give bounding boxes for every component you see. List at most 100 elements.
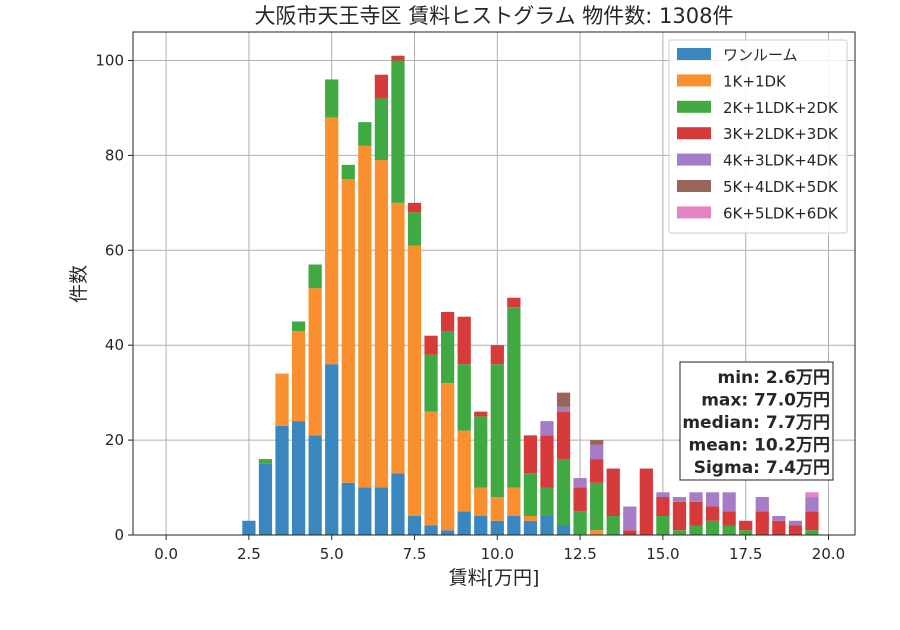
bar-segment bbox=[672, 497, 687, 502]
legend-label: 2K+1LDK+2DK bbox=[723, 99, 839, 117]
bar-segment bbox=[291, 330, 306, 422]
bar-segment bbox=[739, 520, 753, 531]
bar-segment bbox=[639, 468, 653, 535]
bar-segment bbox=[523, 520, 538, 535]
bar-segment bbox=[556, 459, 571, 526]
bar-segment bbox=[490, 520, 504, 535]
bar-segment bbox=[457, 364, 471, 431]
bar-segment bbox=[590, 530, 604, 535]
stats-line: max: 77.0万円 bbox=[701, 391, 830, 411]
x-tick-label: 20.0 bbox=[812, 545, 845, 563]
bar-segment bbox=[523, 435, 538, 474]
bar-segment bbox=[556, 411, 571, 460]
bar-segment bbox=[441, 311, 455, 331]
bar-segment bbox=[656, 497, 670, 517]
y-axis-ticks: 0 20 40 60 80 100 bbox=[95, 51, 133, 544]
x-axis-label: 賃料[万円] bbox=[449, 567, 540, 589]
bar-segment bbox=[441, 330, 455, 384]
bar-segment bbox=[788, 520, 803, 526]
bar-segment bbox=[606, 516, 620, 535]
bar-segment bbox=[358, 145, 372, 488]
x-tick-label: 15.0 bbox=[646, 545, 679, 563]
bar-segment bbox=[341, 164, 355, 180]
bar-segment bbox=[689, 492, 703, 502]
bar-segment bbox=[308, 264, 322, 289]
bar-segment bbox=[474, 516, 488, 535]
legend-swatch bbox=[677, 206, 711, 219]
bar-segment bbox=[391, 473, 405, 535]
stats-line: mean: 10.2万円 bbox=[689, 436, 830, 456]
chart-title: 大阪市天王寺区 賃料ヒストグラム 物件数: 1308件 bbox=[255, 4, 734, 28]
legend-label: 3K+2LDK+3DK bbox=[723, 125, 839, 143]
legend-label: ワンルーム bbox=[723, 46, 798, 64]
bar-segment bbox=[258, 459, 273, 464]
stats-line: median: 7.7万円 bbox=[682, 413, 830, 433]
bar-segment bbox=[523, 473, 538, 517]
bar-segment bbox=[325, 117, 339, 365]
bar-segment bbox=[291, 321, 306, 331]
bar-segment bbox=[374, 98, 389, 161]
bar-segment bbox=[490, 345, 504, 365]
x-axis-ticks: 0.0 2.5 5.0 7.5 10.0 12.5 15.0 17.5 20.0 bbox=[154, 535, 845, 563]
bar-segment bbox=[391, 60, 405, 203]
bar-segment bbox=[540, 516, 554, 535]
bar-segment bbox=[705, 506, 720, 521]
legend-label: 4K+3LDK+4DK bbox=[723, 152, 839, 170]
bar-segment bbox=[739, 530, 753, 535]
bar-segment bbox=[424, 335, 438, 355]
histogram-bars bbox=[242, 55, 819, 535]
y-tick-label: 80 bbox=[105, 146, 124, 164]
y-tick-label: 60 bbox=[105, 241, 124, 259]
bar-segment bbox=[623, 506, 637, 531]
bar-segment bbox=[507, 307, 521, 488]
bar-segment bbox=[325, 79, 339, 118]
bar-segment bbox=[424, 354, 438, 412]
y-axis-label: 件数 bbox=[68, 265, 90, 303]
bar-segment bbox=[556, 525, 571, 535]
legend-label: 5K+4LDK+5DK bbox=[723, 178, 839, 196]
bar-segment bbox=[722, 511, 736, 526]
x-tick-label: 7.5 bbox=[403, 545, 427, 563]
bar-segment bbox=[755, 511, 769, 535]
bar-segment bbox=[341, 482, 355, 535]
bar-segment bbox=[590, 482, 604, 531]
x-tick-label: 0.0 bbox=[154, 545, 178, 563]
bar-segment bbox=[441, 530, 455, 535]
legend-swatch bbox=[677, 100, 711, 113]
y-tick-label: 100 bbox=[95, 51, 124, 69]
bar-segment bbox=[457, 430, 471, 512]
bar-segment bbox=[805, 530, 819, 535]
bar-segment bbox=[689, 525, 703, 535]
bar-segment bbox=[590, 440, 604, 445]
bar-segment bbox=[772, 516, 786, 521]
stats-line: Sigma: 7.4万円 bbox=[694, 458, 830, 478]
legend-swatch bbox=[677, 153, 711, 166]
bar-segment bbox=[407, 202, 422, 213]
bar-segment bbox=[788, 525, 803, 535]
legend-label: 1K+1DK bbox=[723, 72, 787, 90]
y-tick-label: 20 bbox=[105, 431, 124, 449]
bar-segment bbox=[407, 212, 422, 246]
bar-segment bbox=[424, 411, 438, 526]
x-tick-label: 5.0 bbox=[320, 545, 344, 563]
bar-segment bbox=[391, 202, 405, 474]
bar-segment bbox=[358, 487, 372, 535]
bar-segment bbox=[689, 501, 703, 526]
bar-segment bbox=[457, 511, 471, 535]
bar-segment bbox=[805, 511, 819, 531]
bar-segment bbox=[672, 501, 687, 531]
legend-swatch bbox=[677, 48, 711, 60]
bar-segment bbox=[308, 288, 322, 436]
bar-segment bbox=[722, 492, 736, 512]
x-tick-label: 10.0 bbox=[481, 545, 514, 563]
legend-frame bbox=[668, 39, 848, 234]
bar-segment bbox=[672, 530, 687, 535]
bar-segment bbox=[374, 74, 389, 99]
bar-segment bbox=[523, 516, 538, 521]
bar-segment bbox=[656, 516, 670, 535]
y-tick-label: 40 bbox=[105, 336, 124, 354]
plot-frame bbox=[132, 31, 856, 536]
x-tick-label: 12.5 bbox=[563, 545, 596, 563]
bar-segment bbox=[308, 435, 322, 535]
